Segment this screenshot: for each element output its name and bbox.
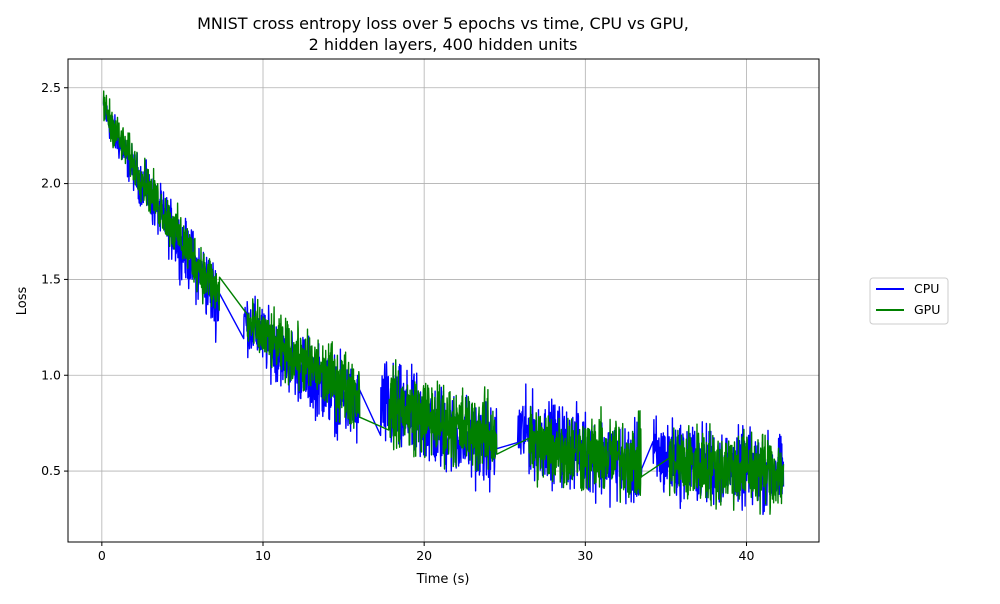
x-tick-label: 30	[577, 548, 593, 563]
chart-title-line-2: 2 hidden layers, 400 hidden units	[309, 35, 578, 54]
y-tick-label: 2.5	[41, 80, 61, 95]
y-axis-label: Loss	[15, 287, 30, 316]
series-line-gpu	[102, 90, 785, 515]
legend-label-cpu: CPU	[914, 281, 939, 296]
legend: CPU GPU	[869, 277, 949, 325]
grid	[68, 59, 819, 542]
y-tick-label: 0.5	[41, 463, 61, 478]
x-tick-label: 0	[98, 548, 106, 563]
series-layer	[102, 90, 785, 516]
x-axis-label: Time (s)	[416, 572, 470, 587]
chart-title-line-1: MNIST cross entropy loss over 5 epochs v…	[197, 14, 689, 33]
y-tick-label: 2.0	[41, 176, 61, 191]
plot-frame	[67, 58, 820, 543]
legend-label-gpu: GPU	[914, 302, 940, 317]
y-axis-ticks: 0.5 1.0 1.5 2.0 2.5	[41, 80, 68, 478]
x-tick-label: 20	[416, 548, 432, 563]
y-tick-label: 1.5	[41, 271, 61, 286]
x-axis-ticks: 0 10 20 30 40	[98, 542, 755, 563]
x-tick-label: 40	[739, 548, 755, 563]
x-tick-label: 10	[255, 548, 271, 563]
y-tick-label: 1.0	[41, 367, 61, 382]
